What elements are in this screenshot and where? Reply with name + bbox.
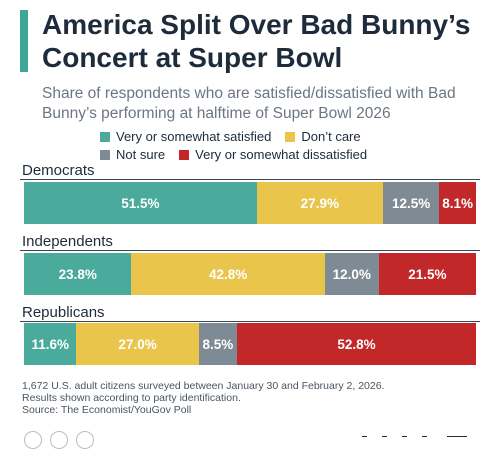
group-label-independents: Independents: [22, 233, 113, 250]
data-label-democrats-dissatisfied: 8.1%: [442, 195, 474, 211]
group-divider-independents: [20, 250, 480, 251]
legend-item-not-sure: Not sure: [100, 146, 165, 164]
data-label-republicans-not-sure: 8.5%: [202, 336, 234, 352]
legend-swatch-dissatisfied: [179, 150, 190, 160]
footnote-method-line: Results shown according to party identif…: [22, 392, 241, 404]
data-label-republicans-satisfied: 11.6%: [31, 336, 70, 352]
no-derivatives-icon: [76, 431, 94, 449]
legend-label-not-sure: Not sure: [116, 147, 166, 162]
data-label-independents-dissatisfied: 21.5%: [408, 266, 447, 282]
legend-item-dont-care: Don’t care: [285, 128, 361, 146]
attribution-icon: [50, 431, 68, 449]
bar-row-democrats: 51.5% 27.9% 12.5% 8.1%: [24, 182, 476, 224]
bar-independents-dissatisfied: 21.5%: [378, 253, 476, 295]
legend-label-dont-care: Don’t care: [301, 129, 361, 144]
data-label-republicans-dissatisfied: 52.8%: [337, 336, 376, 352]
creative-commons-icon: [24, 431, 42, 449]
bar-independents-dont-care: 42.8%: [131, 253, 325, 295]
data-label-independents-dont-care: 42.8%: [208, 266, 248, 282]
footnote-source-line: Source: The Economist/YouGov Poll: [22, 404, 192, 416]
legend-swatch-dont-care: [285, 132, 296, 142]
data-label-democrats-dont-care: 27.9%: [300, 195, 339, 211]
footnote-survey-line: 1,672 U.S. adult citizens surveyed betwe…: [22, 380, 385, 392]
data-label-republicans-dont-care: 27.0%: [118, 336, 157, 352]
legend-row-2: Not sure Very or somewhat dissatisfied: [100, 146, 440, 164]
bar-democrats-dissatisfied: 8.1%: [439, 182, 476, 224]
bar-democrats-not-sure: 12.5%: [382, 182, 440, 224]
statista-logo: [352, 429, 472, 437]
group-label-democrats: Democrats: [22, 162, 95, 179]
bar-republicans-satisfied: 11.6%: [24, 323, 77, 365]
legend-swatch-not-sure: [100, 150, 110, 160]
data-label-independents-not-sure: 12.0%: [332, 266, 371, 282]
chart-title: America Split Over Bad Bunny’s Concert a…: [42, 9, 471, 73]
legend-row-1: Very or somewhat satisfied Don’t care: [100, 128, 440, 146]
bar-republicans-not-sure: 8.5%: [198, 323, 238, 365]
bar-republicans-dissatisfied: 52.8%: [237, 323, 476, 365]
legend-swatch-satisfied: [100, 132, 110, 142]
bar-independents-satisfied: 23.8%: [24, 253, 132, 295]
chart-subtitle: Share of respondents who are satisfied/d…: [42, 85, 456, 122]
data-label-independents-satisfied: 23.8%: [58, 266, 97, 282]
bar-independents-not-sure: 12.0%: [324, 253, 379, 295]
title-accent-bar: [20, 10, 28, 72]
bar-democrats-satisfied: 51.5%: [24, 182, 257, 224]
legend-item-satisfied: Very or somewhat satisfied: [100, 128, 271, 146]
group-divider-republicans: [20, 321, 480, 322]
legend-label-satisfied: Very or somewhat satisfied: [116, 129, 272, 144]
footnote: 1,672 U.S. adult citizens surveyed betwe…: [22, 380, 482, 416]
chart-legend: Very or somewhat satisfied Don’t care No…: [100, 128, 440, 164]
group-label-republicans: Republicans: [22, 304, 105, 321]
data-label-democrats-not-sure: 12.5%: [391, 195, 431, 211]
group-divider-democrats: [20, 179, 480, 180]
data-label-democrats-satisfied: 51.5%: [121, 195, 160, 211]
bar-republicans-dont-care: 27.0%: [76, 323, 199, 365]
bar-row-republicans: 11.6% 27.0% 8.5% 52.8%: [24, 323, 476, 365]
bar-row-independents: 23.8% 42.8% 12.0% 21.5%: [24, 253, 476, 295]
bar-democrats-dont-care: 27.9%: [256, 182, 383, 224]
legend-label-dissatisfied: Very or somewhat dissatisfied: [195, 147, 368, 162]
legend-item-dissatisfied: Very or somewhat dissatisfied: [179, 146, 367, 164]
